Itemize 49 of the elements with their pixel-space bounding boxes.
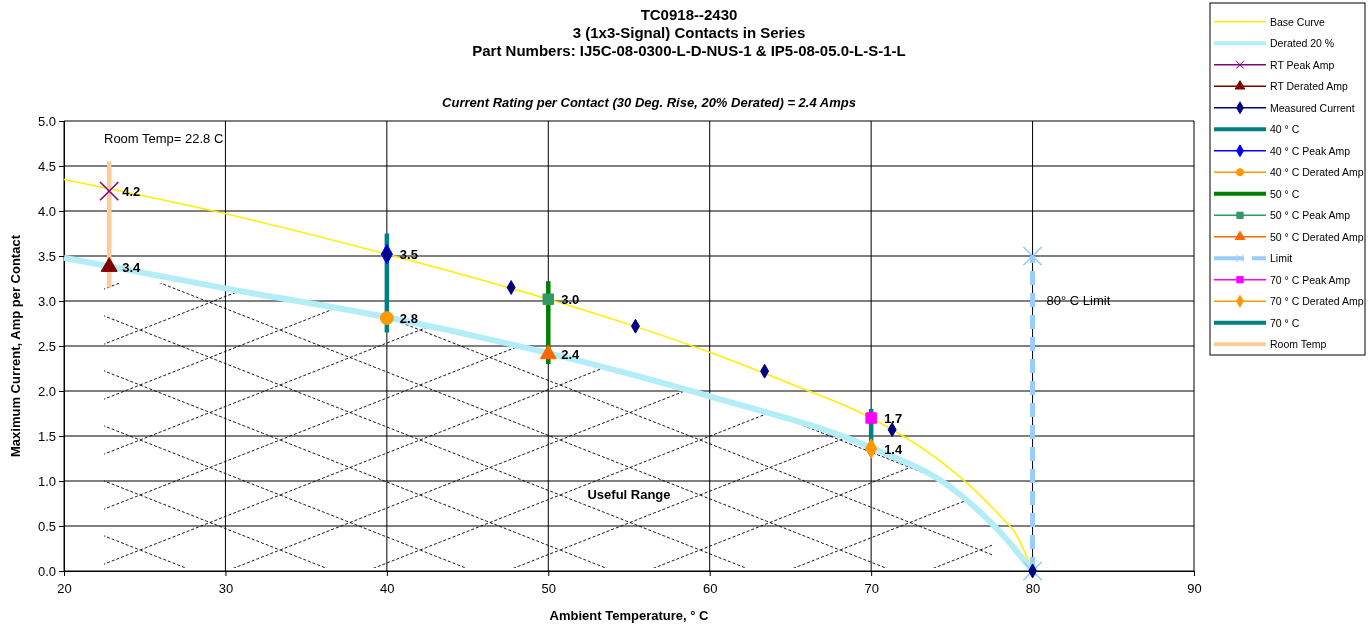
legend-label: RT Derated Amp [1270, 80, 1348, 93]
legend-label: 40 ° C Peak Amp [1270, 144, 1351, 157]
legend-label: 70 ° C Peak Amp [1270, 273, 1351, 286]
legend-label: Room Temp [1270, 338, 1327, 351]
legend-label: 70 ° C [1270, 316, 1300, 329]
annotation: Room Temp= 22.8 C [104, 131, 224, 146]
y-tick-label: 4.0 [37, 203, 56, 219]
data-label: 2.8 [399, 311, 418, 327]
legend-label: 50 ° C Peak Amp [1270, 209, 1351, 222]
legend-label: Limit [1270, 252, 1293, 265]
x-tick-label: 70 [864, 581, 879, 597]
legend-label: Derated 20 % [1270, 37, 1335, 50]
y-tick-label: 0.5 [37, 518, 56, 534]
annotation: Useful Range [587, 487, 671, 502]
data-label: 1.7 [884, 411, 903, 426]
annotation: 80° C Limit [1046, 293, 1111, 308]
y-tick-label: 0.0 [37, 563, 56, 579]
chart-title: TC0918--2430 3 (1x3-Signal) Contacts in Series Part Numbers: IJ5C-08-0300-L-D-NUS-1 & IP5-08-05.0-L-S-1-L [472, 6, 906, 59]
x-tick-label: 20 [57, 581, 72, 597]
legend-label: 40 ° C Derated Amp [1270, 166, 1364, 179]
y-tick-label: 2.0 [37, 383, 56, 399]
legend-label: 40 ° C [1270, 123, 1300, 136]
legend-label: Measured Current [1270, 101, 1355, 114]
x-axis-title: Ambient Temperature, ° C [549, 608, 710, 623]
x-tick-label: 50 [541, 581, 557, 597]
data-label: 3.0 [561, 292, 580, 308]
y-tick-label: 3.5 [37, 248, 56, 264]
data-label: 3.4 [122, 259, 142, 275]
chart-subtitle: Current Rating per Contact (30 Deg. Rise, 20% Derated) = 2.4 Amps [442, 95, 856, 110]
y-tick-label: 3.0 [37, 293, 56, 309]
y-tick-label: 1.5 [37, 428, 56, 444]
x-tick-label: 30 [218, 581, 234, 597]
legend-label: 70 ° C Derated Amp [1270, 295, 1364, 308]
data-label: 3.5 [399, 247, 418, 263]
x-tick-label: 60 [702, 581, 718, 597]
y-axis-title: Maximum Current, Amp per Contact [8, 234, 23, 457]
legend-label: Base Curve [1270, 15, 1326, 28]
data-label: 1.4 [884, 441, 903, 457]
y-tick-label: 1.0 [37, 473, 56, 489]
y-tick-label: 4.5 [37, 158, 56, 174]
legend-label: 50 ° C [1270, 187, 1300, 200]
data-label: 2.4 [561, 347, 581, 363]
x-tick-label: 90 [1187, 581, 1202, 597]
legend-label: 50 ° C Derated Amp [1270, 230, 1364, 243]
x-tick-label: 40 [380, 581, 395, 597]
y-tick-label: 2.5 [37, 338, 56, 354]
legend-label: RT Peak Amp [1270, 58, 1335, 71]
y-tick-label: 5.0 [37, 113, 56, 129]
x-tick-label: 80 [1025, 581, 1041, 597]
